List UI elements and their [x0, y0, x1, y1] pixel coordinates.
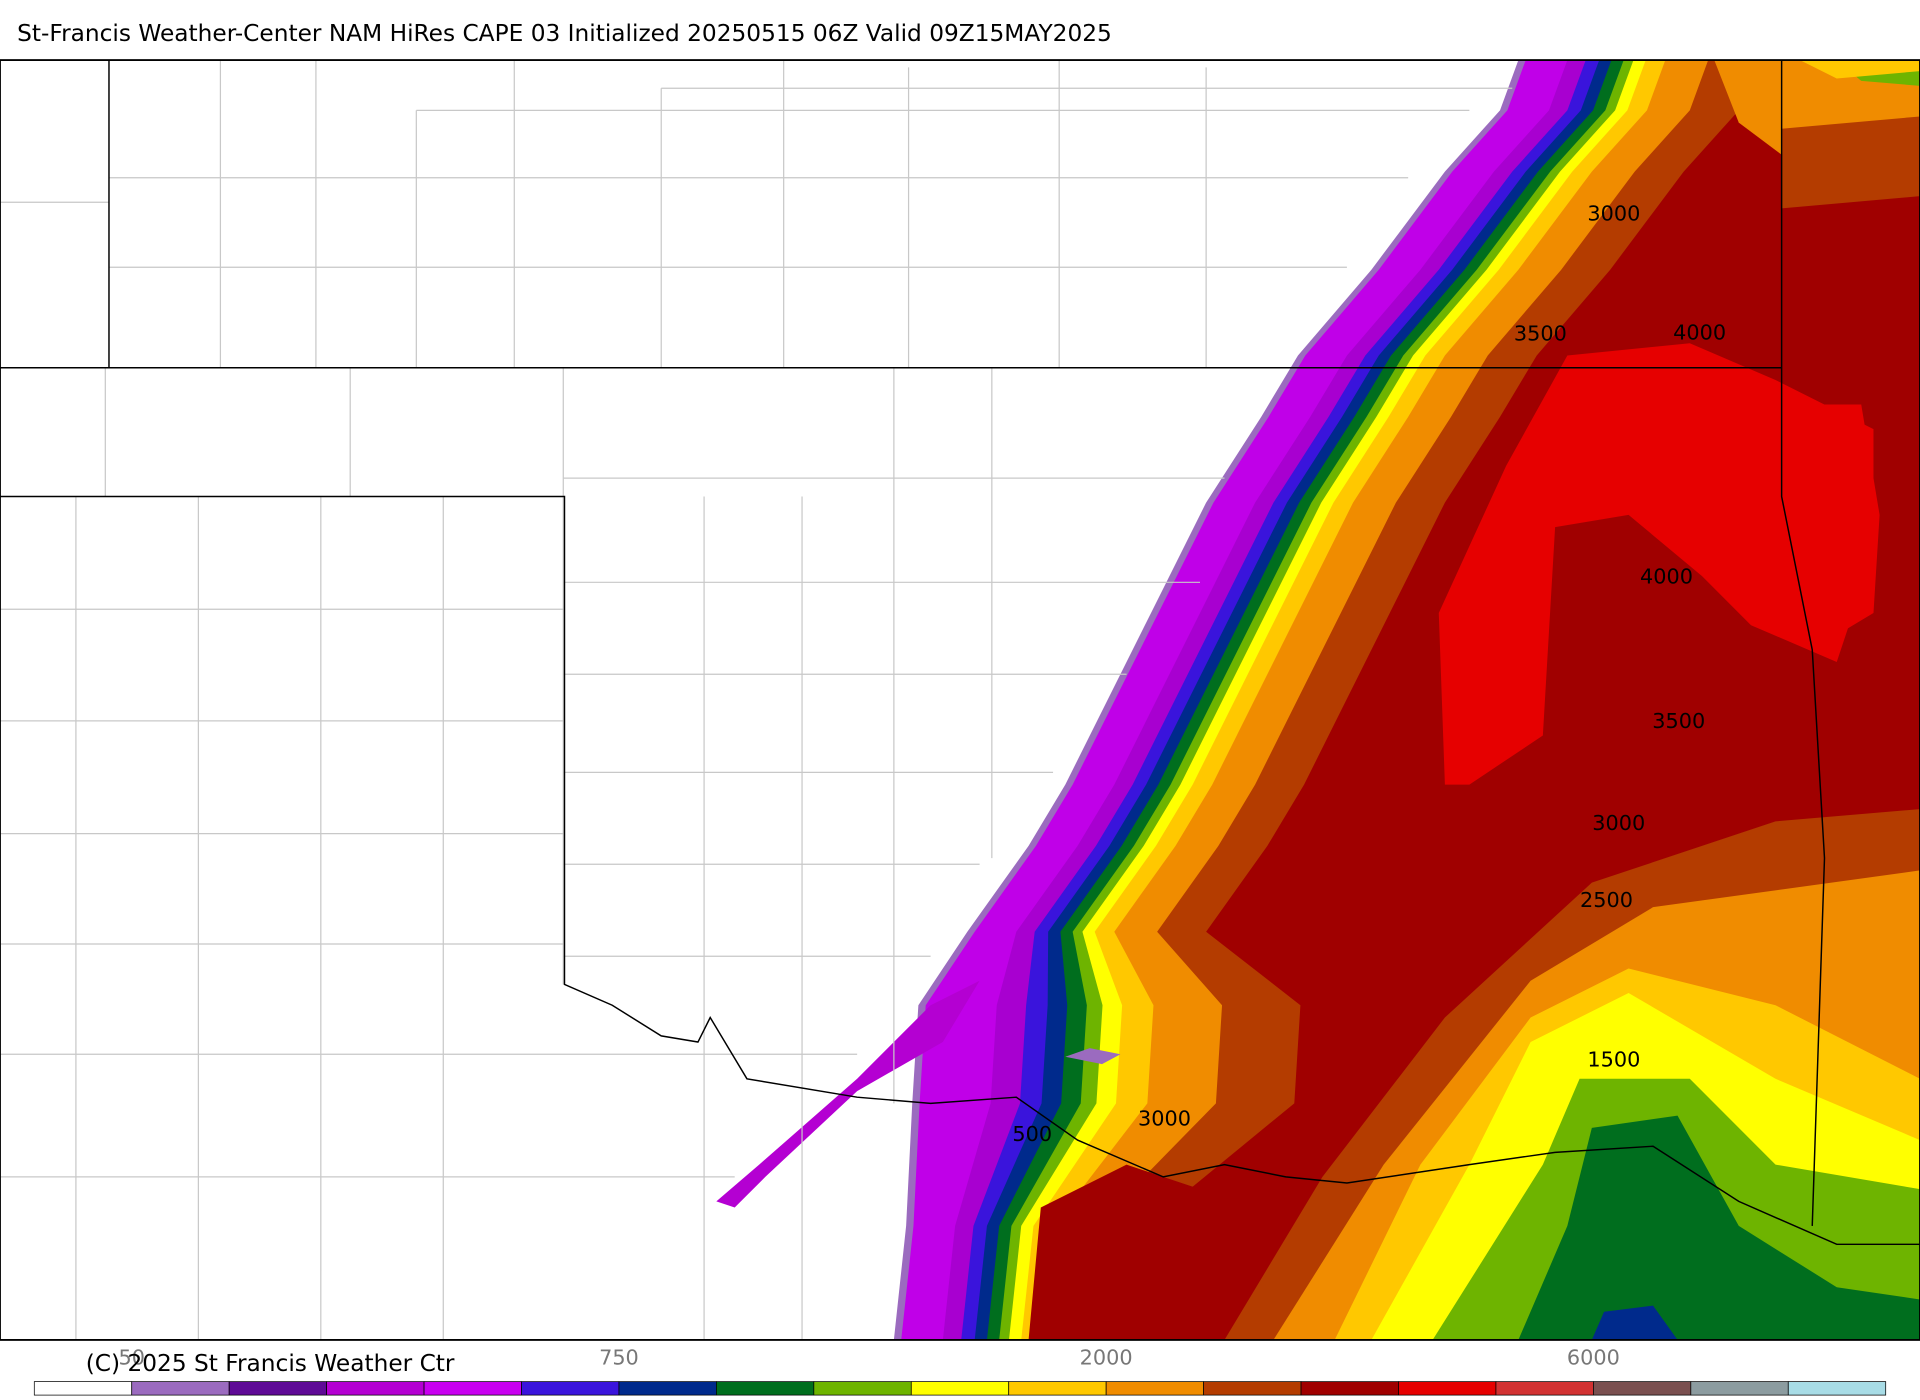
contour-label: 3500: [1652, 709, 1705, 733]
colorbar-label: 750: [599, 1345, 639, 1369]
colorbar-label: 50: [118, 1345, 144, 1369]
map: 3000 3500 4000 4000 3500 3000 2500 1500 …: [0, 60, 1920, 1340]
map-frame: [0, 59, 1920, 1341]
colorbar-swatch: [131, 1381, 230, 1396]
colorbar-swatch: [1593, 1381, 1692, 1396]
contour-label: 3000: [1592, 811, 1645, 835]
title: St-Francis Weather-Center NAM HiRes CAPE…: [17, 20, 1112, 47]
colorbar-label: 6000: [1567, 1345, 1620, 1369]
contour-label: 1500: [1587, 1047, 1640, 1071]
colorbar-swatch: [1787, 1381, 1887, 1396]
colorbar-swatch: [326, 1381, 425, 1396]
colorbar-swatch: [716, 1381, 815, 1396]
colorbar-swatch: [910, 1381, 1010, 1396]
colorbar-swatch: [521, 1381, 620, 1396]
colorbar-swatch: [1008, 1381, 1107, 1396]
contour-label: 3000: [1587, 202, 1640, 226]
colorbar-swatch: [813, 1381, 912, 1396]
contour-label: 4000: [1640, 564, 1693, 588]
colorbar-label: 2000: [1080, 1345, 1133, 1369]
colorbar-swatch: [1203, 1381, 1302, 1396]
colorbar: 50 750 2000 6000: [33, 1345, 1887, 1396]
contour-label: 4000: [1673, 320, 1726, 344]
contour-label: 3500: [1514, 322, 1567, 346]
colorbar-swatch: [618, 1381, 717, 1396]
colorbar-swatch: [423, 1381, 522, 1396]
colorbar-swatch: [1690, 1381, 1789, 1396]
contour-label: 500: [1012, 1122, 1052, 1146]
colorbar-swatch: [1398, 1381, 1497, 1396]
colorbar-swatch: [1300, 1381, 1399, 1396]
colorbar-swatch: [228, 1381, 327, 1396]
colorbar-swatch: [33, 1381, 133, 1396]
colorbar-swatch: [1495, 1381, 1594, 1396]
contour-label: 2500: [1580, 888, 1633, 912]
contour-label: 3000: [1138, 1106, 1191, 1130]
colorbar-swatch: [1105, 1381, 1204, 1396]
copyright: (C) 2025 St Francis Weather Ctr: [86, 1350, 455, 1377]
